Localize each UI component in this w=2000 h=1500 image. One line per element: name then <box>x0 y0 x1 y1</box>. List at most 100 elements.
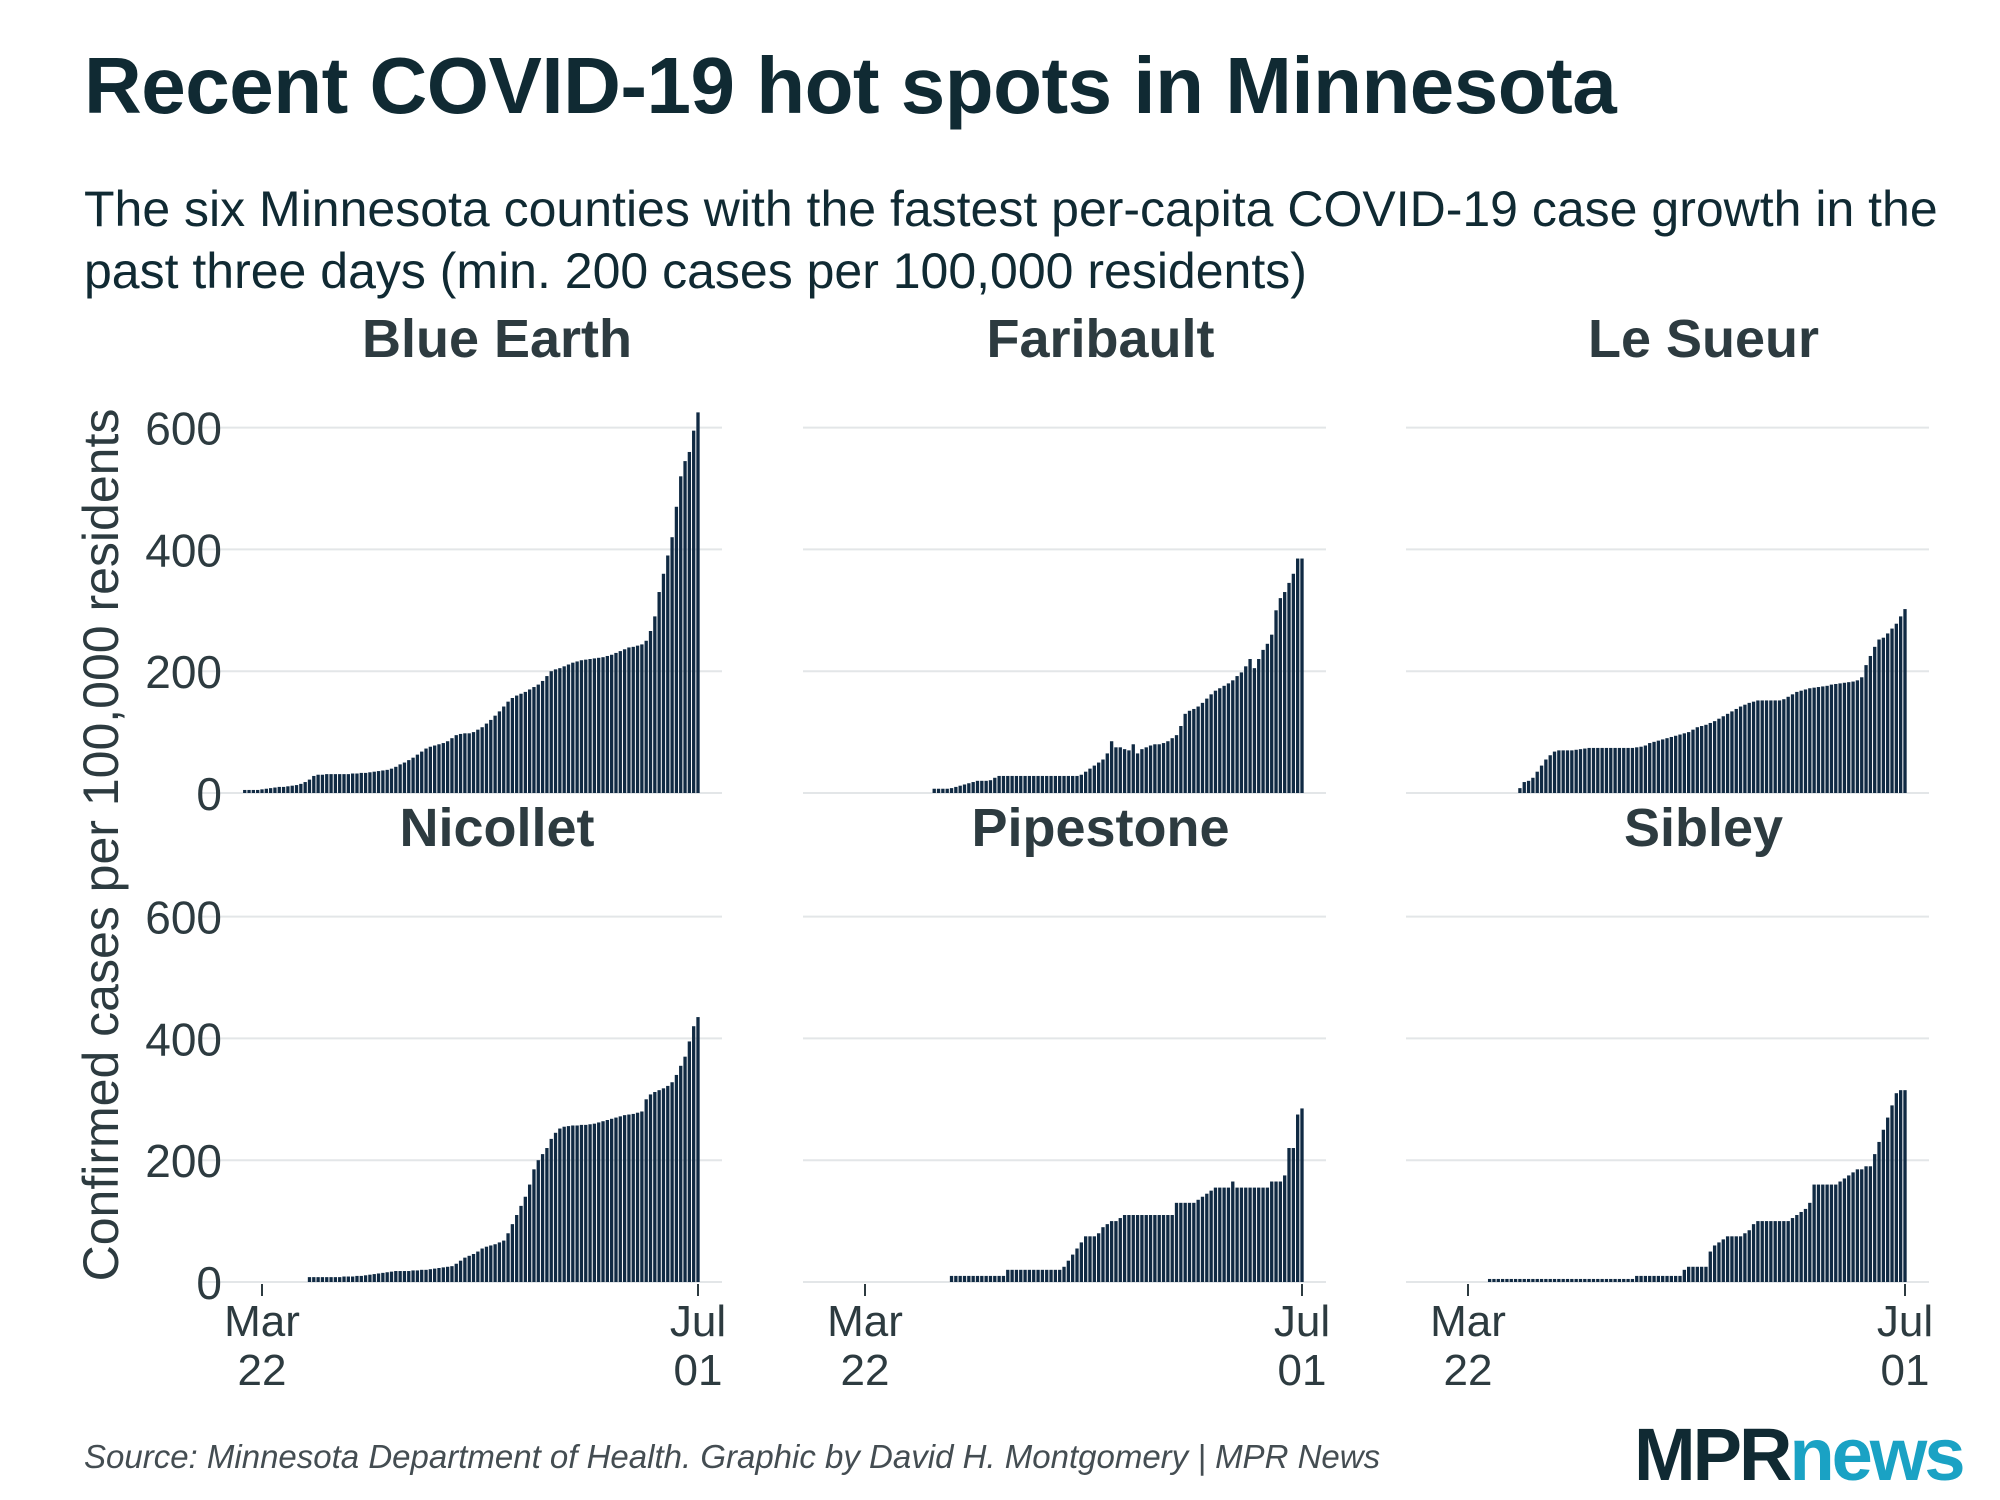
bar-faribault <box>1257 659 1261 793</box>
bar-blue-earth <box>579 660 584 793</box>
bar-sibley <box>1626 1278 1630 1282</box>
bar-blue-earth <box>381 770 385 793</box>
facet-title-sibley: Sibley <box>1624 798 1783 858</box>
bar-sibley <box>1552 1278 1557 1282</box>
bar-sibley <box>1535 1278 1539 1282</box>
bar-pipestone <box>1049 1269 1053 1282</box>
bar-le-sueur <box>1557 750 1561 793</box>
bar-le-sueur <box>1821 686 1825 793</box>
bar-pipestone <box>1118 1218 1122 1282</box>
bar-nicollet <box>376 1273 381 1282</box>
bar-pipestone <box>1075 1248 1079 1282</box>
y-tick-label: 0 <box>196 1257 222 1309</box>
bar-faribault <box>1019 775 1023 793</box>
bar-nicollet <box>385 1272 389 1282</box>
bar-blue-earth <box>484 723 489 793</box>
bar-faribault <box>1239 672 1244 793</box>
bar-blue-earth <box>519 693 523 793</box>
x-tick-label: Jul <box>1877 1297 1933 1346</box>
bar-faribault <box>975 780 980 793</box>
bar-nicollet <box>437 1267 441 1282</box>
bar-le-sueur <box>1622 747 1626 793</box>
bar-blue-earth <box>342 774 346 793</box>
bar-nicollet <box>433 1268 437 1282</box>
bar-faribault <box>1114 747 1118 793</box>
bar-sibley <box>1842 1178 1847 1282</box>
bar-nicollet <box>320 1277 325 1282</box>
bar-sibley <box>1877 1141 1881 1282</box>
bar-nicollet <box>359 1275 363 1282</box>
bar-le-sueur <box>1712 721 1717 793</box>
bar-nicollet <box>687 1041 692 1282</box>
bar-faribault <box>1032 775 1036 793</box>
bar-blue-earth <box>303 782 307 793</box>
bar-nicollet <box>415 1270 420 1282</box>
bar-pipestone <box>1092 1236 1096 1282</box>
bar-blue-earth <box>532 687 536 793</box>
bar-nicollet <box>441 1267 445 1282</box>
bar-pipestone <box>984 1275 988 1282</box>
x-tick-label: 22 <box>841 1346 890 1395</box>
bar-blue-earth <box>294 785 299 793</box>
bar-sibley <box>1751 1224 1756 1282</box>
bar-faribault <box>1287 582 1291 793</box>
bar-pipestone <box>1062 1266 1066 1282</box>
bar-le-sueur <box>1561 750 1565 793</box>
bar-blue-earth <box>350 773 355 793</box>
bar-pipestone <box>1027 1269 1032 1282</box>
bar-faribault <box>997 775 1001 793</box>
bar-blue-earth <box>588 659 592 793</box>
bar-faribault <box>1283 592 1287 793</box>
bar-pipestone <box>1192 1202 1196 1282</box>
bar-blue-earth <box>674 506 679 793</box>
bar-pipestone <box>1066 1260 1071 1282</box>
bar-sibley <box>1795 1215 1799 1282</box>
x-tick-label: 01 <box>1278 1346 1327 1395</box>
bar-nicollet <box>679 1065 683 1282</box>
bar-blue-earth <box>363 772 368 793</box>
bar-sibley <box>1687 1266 1691 1282</box>
bar-sibley <box>1661 1275 1665 1282</box>
bar-blue-earth <box>661 573 666 793</box>
bar-le-sueur <box>1747 702 1751 793</box>
bar-nicollet <box>428 1269 433 1282</box>
bar-le-sueur <box>1799 690 1803 793</box>
y-tick-label: 600 <box>145 403 222 455</box>
bar-faribault <box>1127 750 1131 793</box>
bar-sibley <box>1492 1278 1496 1282</box>
bar-pipestone <box>1257 1187 1261 1282</box>
y-tick-label: 200 <box>145 646 222 698</box>
bar-le-sueur <box>1600 747 1604 793</box>
facet-title-nicollet: Nicollet <box>399 798 594 858</box>
bar-pipestone <box>1179 1202 1183 1282</box>
bar-nicollet <box>333 1277 338 1282</box>
bar-faribault <box>1001 775 1006 793</box>
bar-pipestone <box>1300 1108 1304 1282</box>
bar-blue-earth <box>679 476 683 793</box>
bar-sibley <box>1808 1202 1812 1282</box>
bar-blue-earth <box>601 657 605 793</box>
bar-blue-earth <box>536 684 540 793</box>
bar-nicollet <box>635 1112 640 1282</box>
bar-nicollet <box>653 1091 657 1282</box>
bar-faribault <box>1079 774 1083 793</box>
x-tick-label: Mar <box>1430 1297 1506 1346</box>
bar-blue-earth <box>454 735 458 793</box>
bar-faribault <box>1049 775 1053 793</box>
bar-le-sueur <box>1526 780 1531 793</box>
bar-nicollet <box>497 1242 502 1282</box>
bar-sibley <box>1829 1184 1834 1282</box>
bar-faribault <box>941 788 945 793</box>
bar-nicollet <box>536 1160 540 1282</box>
bar-sibley <box>1730 1236 1734 1282</box>
bar-nicollet <box>467 1255 471 1282</box>
bar-nicollet <box>346 1276 350 1282</box>
bar-nicollet <box>368 1274 372 1282</box>
bar-pipestone <box>1088 1236 1092 1282</box>
bar-sibley <box>1860 1169 1864 1282</box>
bar-le-sueur <box>1868 655 1873 793</box>
bar-pipestone <box>1058 1269 1062 1282</box>
bar-blue-earth <box>281 786 286 793</box>
bar-le-sueur <box>1834 683 1838 793</box>
bar-le-sueur <box>1648 743 1652 793</box>
